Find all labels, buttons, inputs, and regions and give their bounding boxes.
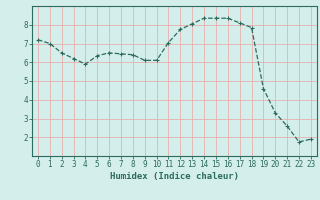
X-axis label: Humidex (Indice chaleur): Humidex (Indice chaleur) — [110, 172, 239, 181]
